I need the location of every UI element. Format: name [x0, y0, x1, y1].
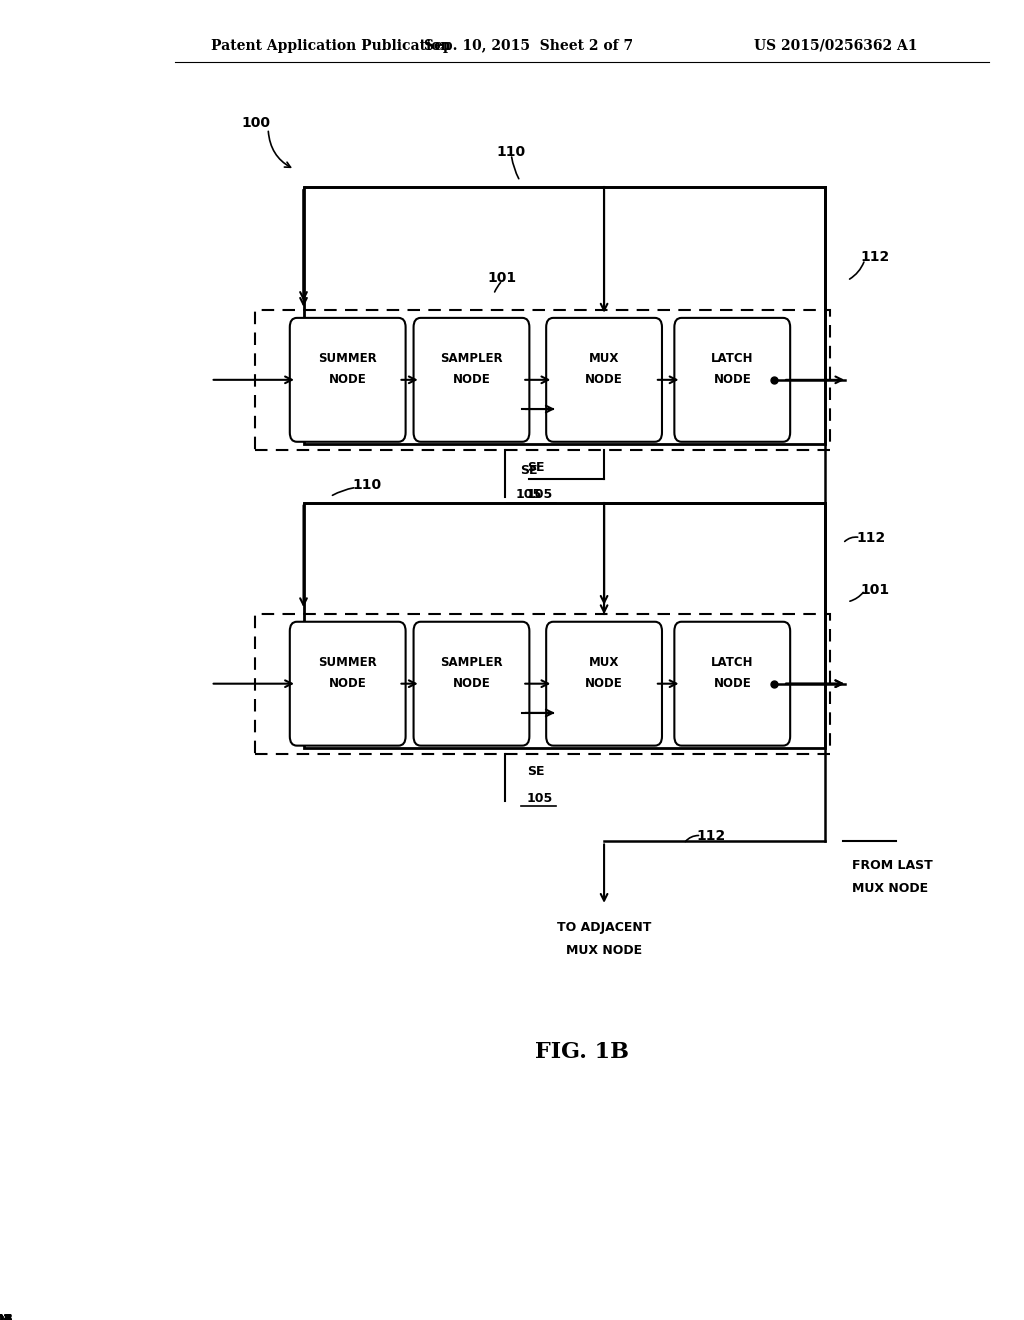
Text: MUX NODE: MUX NODE	[566, 944, 642, 957]
Text: NODE: NODE	[453, 374, 490, 387]
Text: FROM LAST: FROM LAST	[852, 859, 933, 873]
Text: NODE: NODE	[585, 677, 623, 690]
Text: NODE: NODE	[714, 374, 752, 387]
Text: NODE: NODE	[453, 677, 490, 690]
Text: MUX NODE: MUX NODE	[852, 882, 928, 895]
Text: Patent Application Publication: Patent Application Publication	[211, 38, 451, 53]
Text: US 2015/0256362 A1: US 2015/0256362 A1	[755, 38, 918, 53]
Text: 110: 110	[352, 478, 381, 492]
Text: NODE: NODE	[329, 374, 367, 387]
Bar	[255, 614, 829, 754]
Text: 104: 104	[0, 1313, 12, 1320]
Text: 104: 104	[0, 1313, 12, 1320]
Text: SUMMER: SUMMER	[318, 656, 377, 669]
Text: FIG. 1B: FIG. 1B	[535, 1041, 629, 1063]
Text: 112: 112	[856, 531, 886, 545]
Text: 108: 108	[0, 1313, 13, 1320]
Text: 102: 102	[0, 1313, 12, 1320]
Bar	[255, 310, 829, 450]
Text: 110: 110	[497, 145, 525, 158]
Text: NODE: NODE	[329, 677, 367, 690]
Text: 105: 105	[516, 488, 542, 500]
Text: 105: 105	[526, 488, 553, 500]
Text: SE: SE	[526, 461, 544, 474]
FancyBboxPatch shape	[290, 622, 406, 746]
Text: 112: 112	[860, 249, 890, 264]
Bar	[303, 503, 825, 748]
FancyBboxPatch shape	[546, 622, 662, 746]
Text: 108: 108	[0, 1313, 13, 1320]
FancyBboxPatch shape	[290, 318, 406, 442]
Text: LATCH: LATCH	[711, 352, 754, 366]
Text: 101: 101	[860, 583, 890, 597]
FancyBboxPatch shape	[675, 622, 791, 746]
Text: SE: SE	[526, 764, 544, 777]
Text: MUX: MUX	[589, 656, 620, 669]
Text: SUMMER: SUMMER	[318, 352, 377, 366]
Text: 106: 106	[0, 1313, 12, 1320]
Text: LATCH: LATCH	[711, 656, 754, 669]
Text: 106: 106	[0, 1313, 12, 1320]
Text: 105: 105	[526, 792, 553, 805]
Text: 101: 101	[487, 271, 517, 285]
Text: SAMPLER: SAMPLER	[440, 352, 503, 366]
Text: SE: SE	[520, 465, 538, 478]
Text: TO ADJACENT: TO ADJACENT	[557, 921, 651, 935]
Text: SAMPLER: SAMPLER	[440, 656, 503, 669]
FancyBboxPatch shape	[414, 318, 529, 442]
Text: 102: 102	[0, 1313, 12, 1320]
FancyBboxPatch shape	[414, 622, 529, 746]
Text: NODE: NODE	[585, 374, 623, 387]
Text: 112: 112	[697, 829, 726, 842]
Bar	[303, 187, 825, 444]
Text: NODE: NODE	[714, 677, 752, 690]
FancyBboxPatch shape	[675, 318, 791, 442]
Text: Sep. 10, 2015  Sheet 2 of 7: Sep. 10, 2015 Sheet 2 of 7	[424, 38, 634, 53]
Text: MUX: MUX	[589, 352, 620, 366]
Text: 100: 100	[242, 116, 270, 129]
FancyBboxPatch shape	[546, 318, 662, 442]
